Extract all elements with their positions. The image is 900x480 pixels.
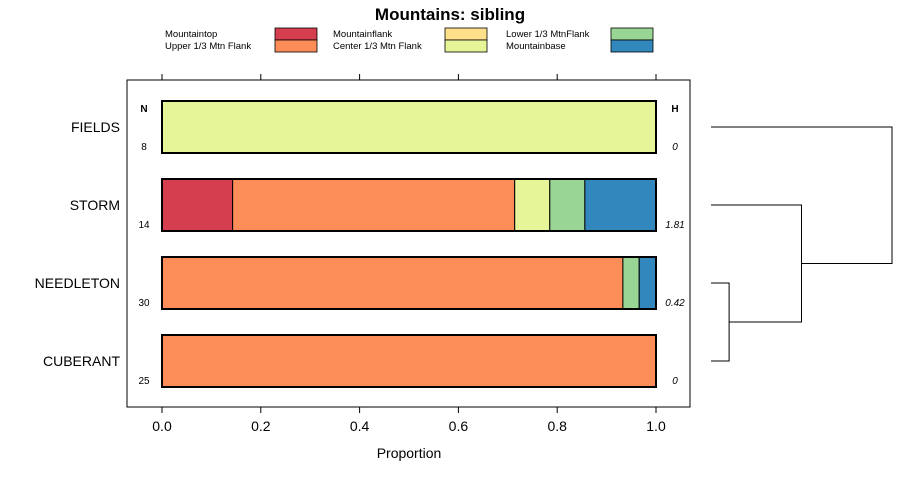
x-tick-label: 0.2 [251, 418, 271, 434]
x-tick-label: 0.0 [152, 418, 172, 434]
x-tick-label: 0.4 [350, 418, 370, 434]
bar-segment [638, 256, 657, 310]
category-label: FIELDS [71, 119, 120, 135]
x-tick-label: 0.6 [449, 418, 469, 434]
count-header: N [140, 104, 147, 115]
legend-label: Center 1/3 Mtn Flank [333, 41, 422, 52]
entropy-value: 1.81 [665, 220, 684, 231]
category-label: NEEDLETON [35, 275, 120, 291]
legend-swatch [274, 39, 318, 53]
legend-swatch [444, 39, 488, 53]
entropy-value: 0 [672, 142, 678, 153]
entropy-header: H [671, 104, 678, 115]
legend-label: Lower 1/3 MtnFlank [506, 29, 590, 40]
legend-label: Mountainflank [333, 29, 392, 40]
count-value: 8 [141, 142, 147, 153]
bar-outline [161, 334, 657, 388]
bar-segment [161, 256, 624, 310]
category-label: STORM [70, 197, 120, 213]
legend-swatch [444, 27, 488, 41]
bar-segment [622, 256, 640, 310]
entropy-value: 0.42 [665, 298, 685, 309]
bar-segment [232, 178, 516, 232]
x-tick-label: 0.8 [547, 418, 567, 434]
bar-outline [161, 100, 657, 154]
dendrogram [711, 126, 893, 362]
x-tick-label: 1.0 [646, 418, 666, 434]
bar-outline [161, 178, 657, 232]
bar-segment [161, 334, 657, 388]
bar-outline [161, 256, 657, 310]
chart-title: Mountains: sibling [375, 5, 525, 24]
legend-label: Upper 1/3 Mtn Flank [165, 41, 251, 52]
legend-swatch [610, 39, 654, 53]
legend-label: Mountainbase [506, 41, 566, 52]
entropy-value: 0 [672, 376, 678, 387]
plot-frame [126, 79, 691, 408]
count-value: 30 [138, 298, 150, 309]
count-value: 25 [138, 376, 150, 387]
bar-segment [161, 178, 234, 232]
bar-segment [584, 178, 657, 232]
x-axis: 0.0 0.2 0.4 0.6 0.8 1.0 [152, 74, 666, 434]
x-axis-label: Proportion [377, 445, 442, 461]
dendrogram-branch [711, 204, 802, 323]
row-labels: FIELDS 8 0 STORM 14 1.81 NEEDLETON 30 0.42 CUBERA… [35, 119, 685, 387]
bar-segment [549, 178, 586, 232]
bars [161, 100, 657, 388]
dendrogram-branch [711, 126, 893, 264]
category-label: CUBERANT [43, 353, 120, 369]
legend-swatch [274, 27, 318, 41]
bar-segment [514, 178, 551, 232]
dendrogram-branch [711, 282, 730, 362]
legend-label: Mountaintop [165, 29, 217, 40]
legend-swatch [610, 27, 654, 41]
count-value: 14 [138, 220, 150, 231]
bar-segment [161, 100, 657, 154]
